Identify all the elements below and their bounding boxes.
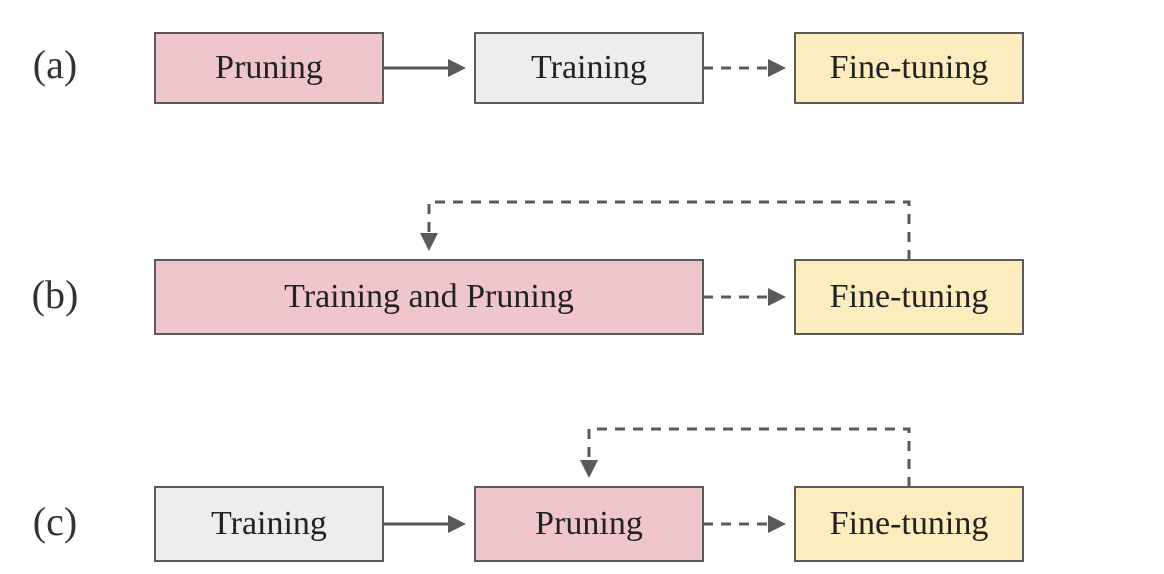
row-c: (c) Training Pruning Fine-tuning	[33, 429, 1023, 561]
a-box-training: Training	[475, 33, 703, 103]
c-box-training-label: Training	[211, 505, 327, 542]
b-loop-back	[429, 202, 909, 260]
b-box-trainprune-label: Training and Pruning	[284, 278, 574, 315]
c-box-pruning: Pruning	[475, 487, 703, 561]
a-box-finetuning: Fine-tuning	[795, 33, 1023, 103]
pruning-pipelines-diagram: (a) Pruning Training Fine-tuning (b) Training…	[0, 0, 1164, 574]
c-box-pruning-label: Pruning	[535, 505, 643, 542]
c-box-training: Training	[155, 487, 383, 561]
b-box-finetuning: Fine-tuning	[795, 260, 1023, 334]
row-b: (b) Training and Pruning Fine-tuning	[32, 202, 1023, 334]
a-box-training-label: Training	[531, 49, 647, 86]
row-label-a: (a)	[33, 42, 77, 87]
row-label-b: (b)	[32, 272, 79, 317]
c-box-finetuning-label: Fine-tuning	[830, 505, 989, 542]
a-box-finetuning-label: Fine-tuning	[830, 49, 989, 86]
c-loop-back	[589, 429, 909, 487]
a-box-pruning: Pruning	[155, 33, 383, 103]
row-a: (a) Pruning Training Fine-tuning	[33, 33, 1023, 103]
a-box-pruning-label: Pruning	[215, 49, 323, 86]
b-box-trainprune: Training and Pruning	[155, 260, 703, 334]
c-box-finetuning: Fine-tuning	[795, 487, 1023, 561]
row-label-c: (c)	[33, 499, 77, 544]
b-box-finetuning-label: Fine-tuning	[830, 278, 989, 315]
